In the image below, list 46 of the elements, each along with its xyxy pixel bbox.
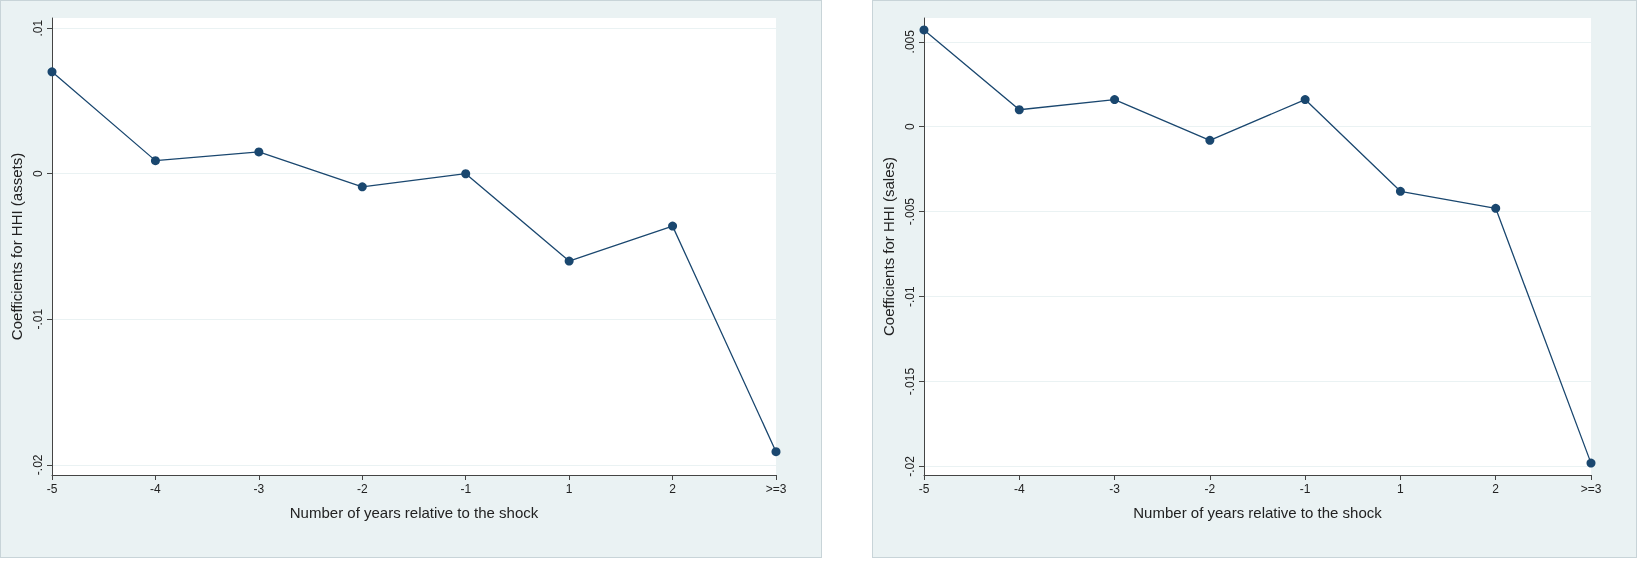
x-tick-label: -5	[918, 482, 930, 496]
point	[1395, 186, 1405, 196]
point	[47, 67, 57, 77]
point	[1014, 105, 1024, 115]
point	[461, 169, 471, 179]
x-tick-label: -3	[253, 482, 265, 496]
y-axis-title: Coefficients for HHI (sales)	[880, 157, 897, 336]
x-tick-label: 1	[565, 482, 573, 496]
point	[150, 156, 160, 166]
x-tick-label: 2	[1492, 482, 1500, 496]
y-tick-label: -.015	[903, 367, 917, 396]
y-tick-label: 0	[903, 123, 917, 131]
y-tick-label: .01	[31, 19, 45, 37]
point	[1491, 203, 1501, 213]
point	[1110, 95, 1120, 105]
point	[919, 25, 929, 35]
x-tick-label: 1	[1397, 482, 1405, 496]
x-tick-label: -1	[460, 482, 472, 496]
y-tick-label: -.02	[31, 454, 45, 476]
x-tick-label: >=3	[765, 482, 787, 496]
y-tick-label: -.01	[31, 308, 45, 330]
y-tick-label: -.02	[903, 455, 917, 477]
y-tick-label: 0	[31, 170, 45, 178]
x-tick-label: -2	[356, 482, 368, 496]
x-tick-label: -4	[1013, 482, 1025, 496]
point	[564, 256, 574, 266]
y-tick-label: .005	[903, 29, 917, 54]
x-tick-label: >=3	[1580, 482, 1602, 496]
point	[1205, 135, 1215, 145]
x-tick-label: -3	[1109, 482, 1121, 496]
x-axis-title: Number of years relative to the shock	[289, 504, 539, 521]
point	[254, 147, 264, 157]
x-axis-title: Number of years relative to the shock	[1133, 504, 1383, 521]
x-tick-label: -2	[1204, 482, 1216, 496]
point	[668, 221, 678, 231]
y-axis-title: Coefficients for HHI (assets)	[8, 152, 25, 341]
x-tick-label: -4	[150, 482, 162, 496]
y-tick-label: -.01	[903, 285, 917, 307]
point	[771, 447, 781, 457]
x-tick-label: 2	[669, 482, 677, 496]
point	[1586, 458, 1596, 468]
point	[1300, 95, 1310, 105]
y-tick-label: -.005	[903, 197, 917, 226]
point	[357, 182, 367, 192]
x-tick-label: -1	[1299, 482, 1311, 496]
x-tick-label: -5	[46, 482, 58, 496]
